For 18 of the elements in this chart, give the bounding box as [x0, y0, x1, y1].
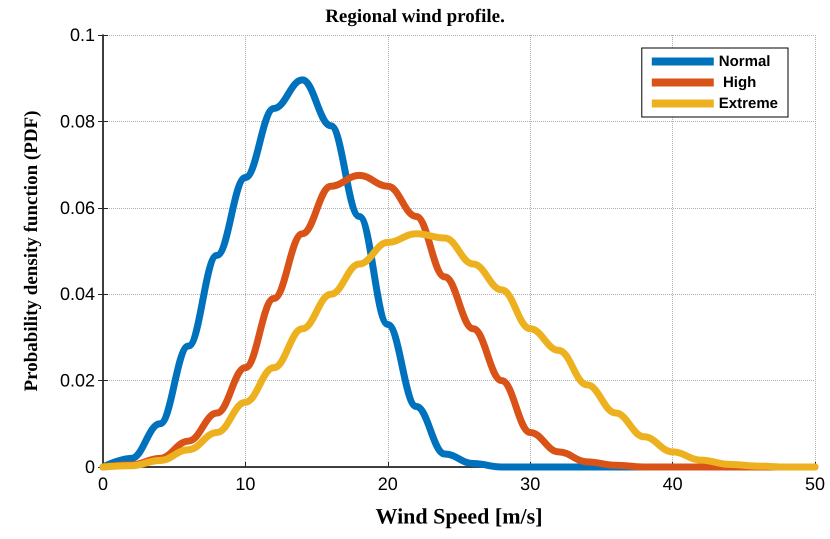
x-tick-label: 50	[804, 474, 826, 494]
y-tick-label: 0.06	[60, 198, 95, 218]
x-tick-label: 30	[520, 474, 540, 494]
legend-label: Normal	[718, 53, 770, 70]
legend-label: Extreme	[718, 95, 778, 112]
y-tick-label: 0.02	[60, 370, 95, 391]
x-tick-label: 20	[378, 474, 398, 494]
y-tick-label: 0	[84, 457, 95, 477]
y-tick-label: 0.04	[60, 284, 95, 304]
legend-label: High	[718, 74, 756, 91]
x-tick-label: 40	[662, 474, 683, 494]
x-tick-label: 10	[235, 474, 256, 494]
y-tick-label: 0.08	[60, 111, 95, 132]
chart-title: Regional wind profile.	[325, 6, 505, 27]
y-axis-title: Probability density function (PDF)	[21, 110, 42, 392]
x-axis-title: Wind Speed [m/s]	[375, 504, 543, 528]
y-tick-label: 0.1	[70, 25, 95, 45]
x-tick-label: 0	[98, 474, 108, 494]
